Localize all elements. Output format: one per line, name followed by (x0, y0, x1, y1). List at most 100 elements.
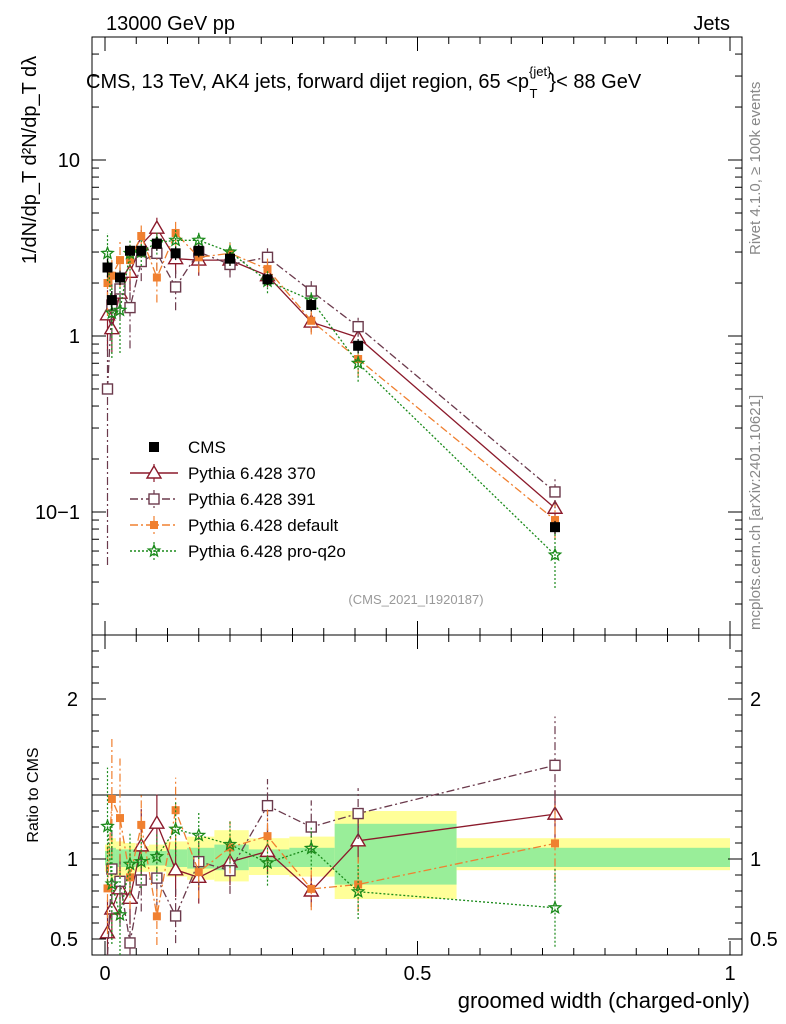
data-point (136, 245, 147, 256)
side-mcplots: mcplots.cern.ch [arXiv:2401.10621] (747, 395, 764, 630)
series-1-line (106, 227, 556, 509)
main-y-tick-label: 10 (58, 150, 80, 172)
side-rivet: Rivet 4.1.0, ≥ 100k events (747, 82, 764, 255)
series-4-point (104, 305, 120, 320)
legend-marker (148, 493, 160, 505)
ratio-band-stat (289, 847, 335, 867)
series-3-ratio-point (103, 884, 112, 893)
legend-label: Pythia 6.428 370 (188, 464, 316, 483)
series-2-ratio-point (124, 937, 136, 949)
series-1-ratio-point (148, 814, 166, 829)
side-rivet-text: Rivet 4.1.0, ≥ 100k events (747, 82, 764, 255)
plot-title-end: }< 88 GeV (549, 71, 641, 93)
series-3-ratio-point (137, 820, 146, 829)
ratio-band-stat (334, 823, 457, 885)
series-3-ratio-point (307, 884, 316, 893)
legend-label: Pythia 6.428 391 (188, 490, 316, 509)
series-4-line (106, 239, 556, 556)
x-tick-label: 0.5 (404, 963, 432, 985)
series-3-line (106, 231, 556, 521)
series-4-ratio-point (303, 840, 319, 855)
series-3-ratio-point (263, 832, 272, 841)
legend-marker (150, 521, 158, 529)
series-4-ratio-point (260, 854, 275, 870)
legend-label: Pythia 6.428 pro-q2o (188, 542, 346, 561)
data-point (102, 262, 113, 273)
series-1-ratio-point (167, 861, 184, 876)
main-axis-ticks: 10−1 1 10 (35, 36, 742, 636)
series-4-ratio-point (100, 818, 115, 833)
data-point (151, 238, 162, 249)
ratio-y-tick-label-right: 1 (750, 849, 761, 871)
series-4-ratio-point (122, 856, 138, 871)
series-4-point (350, 355, 366, 370)
ratio-y-tick-label: 2 (67, 689, 78, 711)
series-2-point (101, 383, 114, 395)
series-3-ratio-point (194, 868, 203, 877)
data-point (225, 253, 235, 264)
legend: CMS Pythia 6.428 370 Pythia 6.428 391 Pythi… (130, 438, 346, 561)
ratio-band-stat (109, 847, 116, 869)
legend-label: CMS (188, 438, 226, 457)
x-axis-label: groomed width (charged-only) (458, 988, 750, 1013)
series-2-point (352, 320, 364, 333)
series-4-ratio-point (350, 883, 366, 899)
series-2-ratio-point (169, 910, 182, 922)
series-3-point (126, 256, 134, 265)
series-4-point (168, 232, 183, 247)
series-2-ratio-point (549, 759, 561, 772)
data-point (306, 300, 317, 311)
ratio-series-layer (99, 716, 564, 956)
series-3-point (107, 271, 116, 280)
x-tick-label: 0 (99, 963, 110, 985)
series-2-point (305, 285, 317, 297)
series-3-ratio-point (551, 839, 559, 848)
ratio-y-label: Ratio to CMS (25, 747, 42, 842)
ratio-y-tick-label: 1 (67, 849, 78, 871)
series-3-ratio-point (152, 912, 161, 921)
ratio-y-label-text: Ratio to CMS (25, 747, 42, 842)
series-3-point (263, 265, 272, 274)
main-y-label: 1/dN/dp_T d²N/dp_T dλ (19, 56, 41, 264)
main-series-layer (99, 217, 564, 588)
series-3-point (307, 316, 316, 325)
side-mcplots-text: mcplots.cern.ch [arXiv:2401.10621] (747, 395, 764, 630)
series-3-point (116, 256, 124, 265)
ratio-y-tick-label: 0.5 (50, 929, 78, 951)
data-point (170, 248, 181, 259)
series-3-ratio-point (116, 814, 124, 823)
data-point (106, 295, 117, 306)
series-4-point (547, 547, 563, 562)
series-4-ratio-point (104, 876, 120, 891)
series-4-ratio-point (547, 899, 563, 915)
data-point (262, 274, 273, 285)
series-2-ratio-point (352, 807, 364, 820)
series-3-point (551, 516, 559, 525)
legend-marker (145, 464, 163, 479)
legend-marker (146, 543, 162, 558)
series-4-point (112, 302, 128, 317)
series-4-ratio-point (168, 821, 183, 836)
data-point (115, 272, 125, 283)
plot-title-sup: {jet} (529, 64, 552, 79)
series-2-point (169, 281, 182, 293)
data-point (193, 245, 204, 256)
series-3-ratio-point (126, 873, 134, 882)
x-tick-label: 1 (724, 963, 735, 985)
series-2-ratio-point (261, 799, 274, 812)
series-2-point (549, 486, 561, 498)
series-4-point (191, 232, 207, 247)
series-2-point (124, 301, 136, 314)
x-axis-ticks: 0 0.5 1 (99, 37, 736, 985)
header-right: Jets (693, 13, 730, 35)
ratio-band-stat (166, 849, 188, 867)
plot-title-sub: T (529, 86, 537, 101)
ratio-y-tick-label-right: 2 (750, 689, 761, 711)
plot-title: CMS, 13 TeV, AK4 jets, forward dijet reg… (86, 64, 642, 101)
series-1-ratio-point (349, 832, 367, 847)
series-3-ratio-point (171, 806, 180, 815)
legend-marker (149, 442, 159, 452)
plot-title-main: CMS, 13 TeV, AK4 jets, forward dijet reg… (86, 71, 529, 93)
series-3-point (137, 232, 146, 241)
